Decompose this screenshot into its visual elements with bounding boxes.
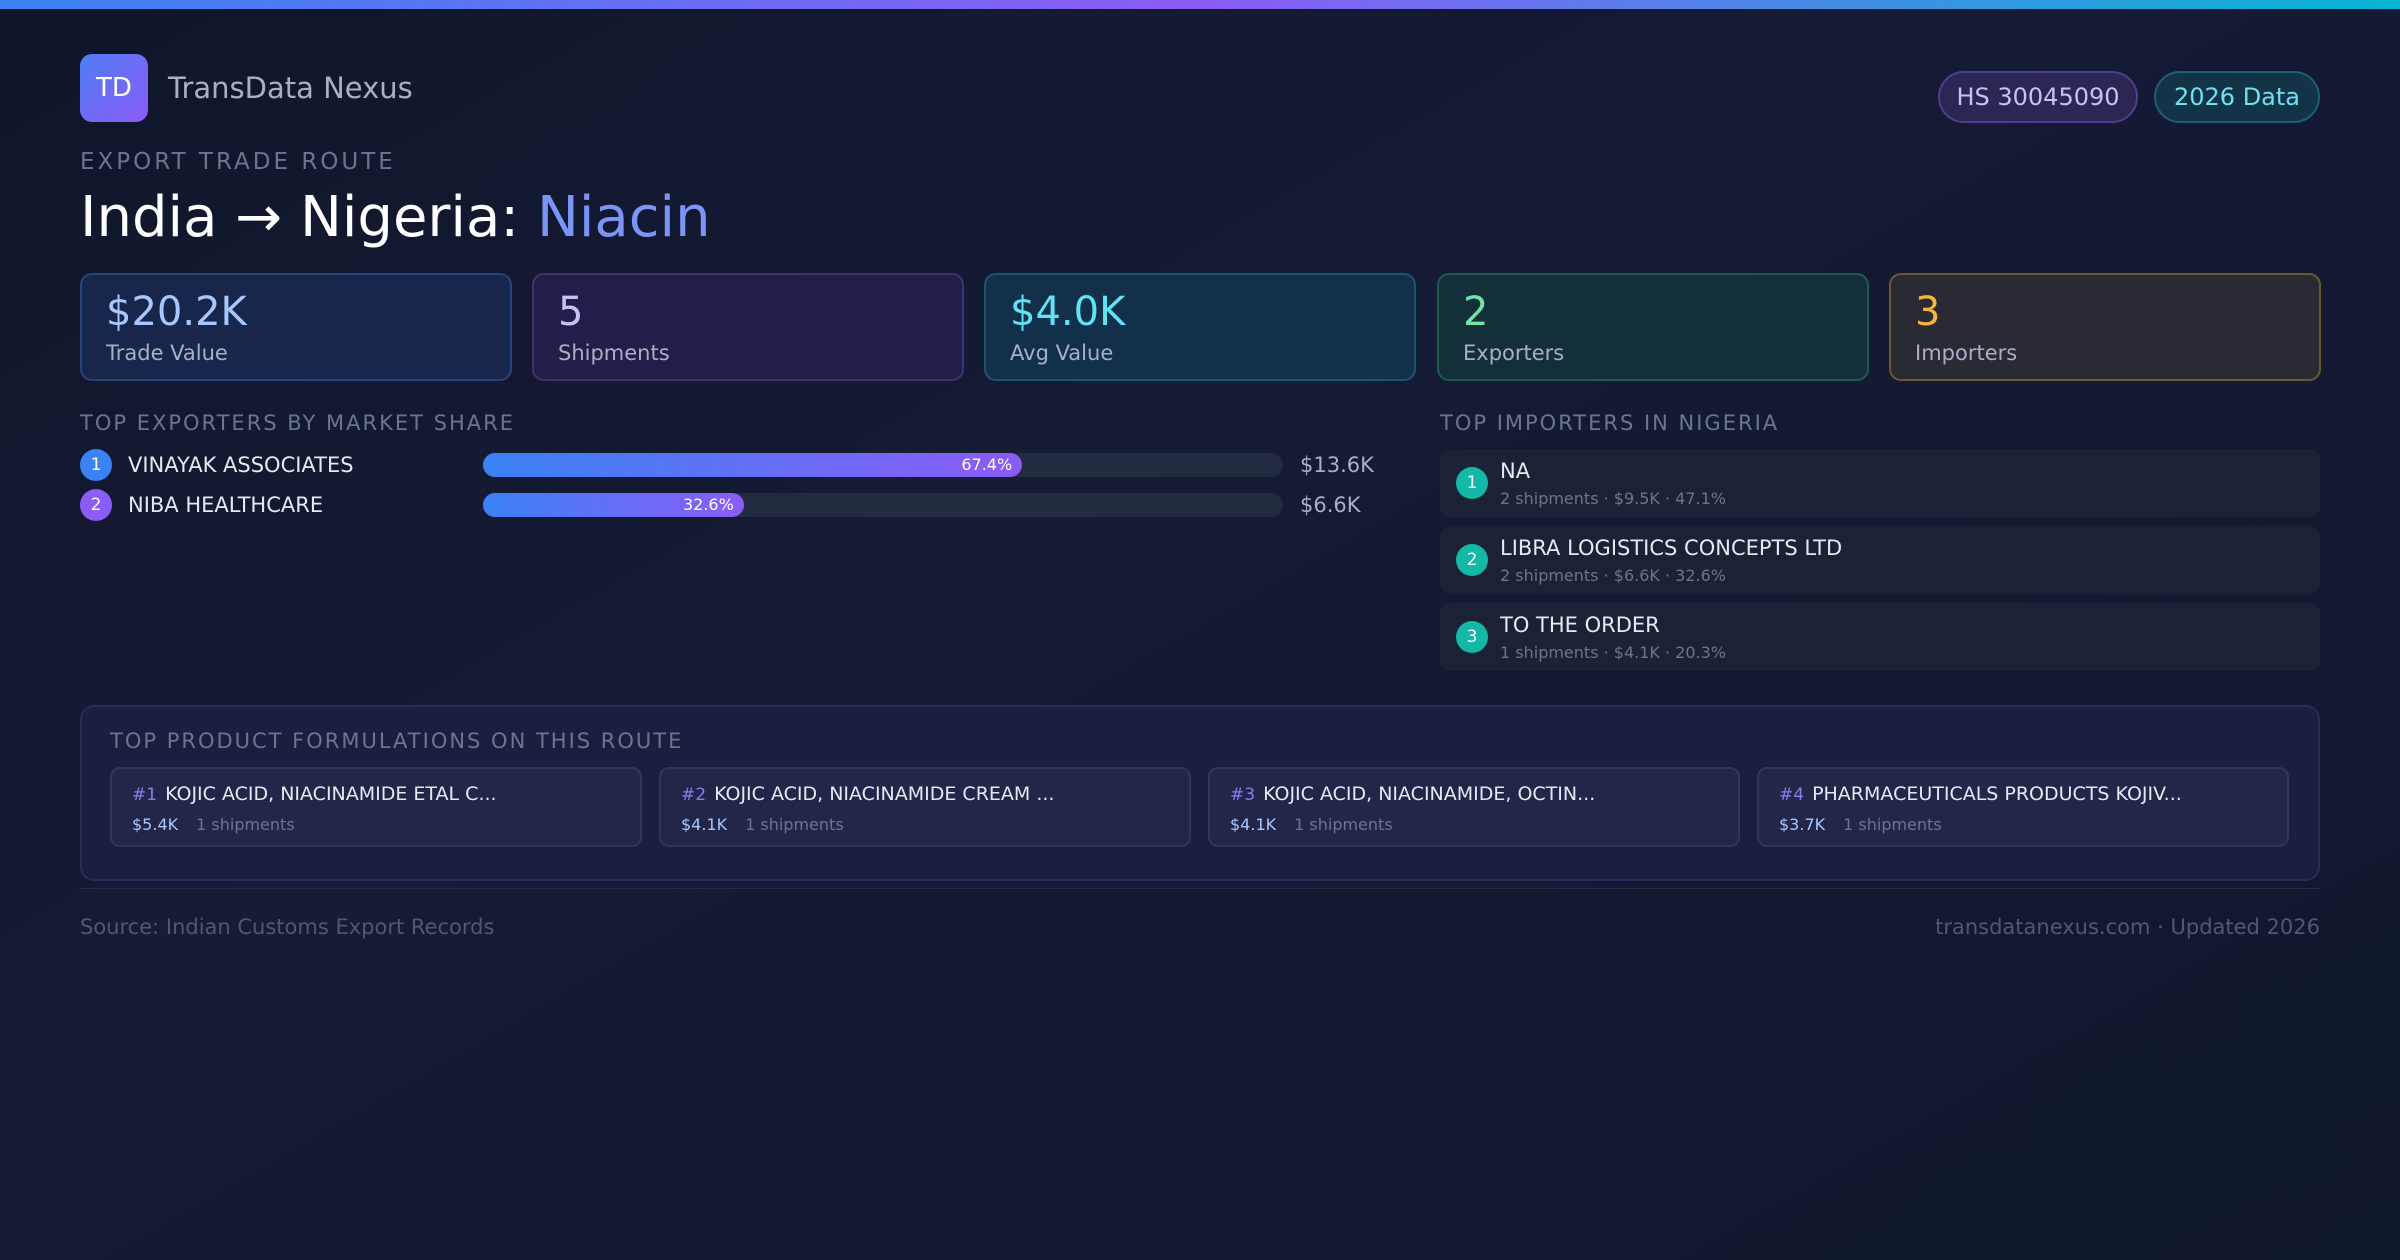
product-value: $4.1K: [681, 815, 728, 834]
logo[interactable]: TD: [80, 54, 148, 122]
product-rank: #2: [681, 785, 707, 805]
stat-card-avg-value: $4.0K Avg Value: [984, 273, 1416, 381]
product-name: KOJIC ACID, NIACINAMIDE, OCTIN...: [1263, 783, 1596, 805]
product-card[interactable]: #4 PHARMACEUTICALS PRODUCTS KOJIV... $3.7…: [1757, 767, 2289, 847]
share-bar-track: 32.6%: [483, 493, 1283, 517]
products-heading: TOP PRODUCT FORMULATIONS ON THIS ROUTE: [110, 729, 684, 753]
accent-top-bar: [0, 0, 2400, 9]
exporter-rank: 2: [80, 489, 112, 521]
exporter-name: VINAYAK ASSOCIATES: [128, 453, 354, 477]
product-name: KOJIC ACID, NIACINAMIDE ETAL C...: [165, 783, 497, 805]
product-card[interactable]: #3 KOJIC ACID, NIACINAMIDE, OCTIN... $4.1…: [1208, 767, 1740, 847]
share-bar-fill: 67.4%: [483, 453, 1023, 477]
stat-value: 5: [558, 289, 584, 335]
route-label: India → Nigeria:: [80, 185, 537, 250]
product-rank: #4: [1779, 785, 1805, 805]
header: TD TransData Nexus HS 30045090 2026 Data: [80, 54, 2320, 123]
footer-divider: [80, 888, 2320, 889]
stat-value: 2: [1463, 289, 1489, 335]
exporters-heading: TOP EXPORTERS BY MARKET SHARE: [80, 411, 516, 435]
product-shipments: 1 shipments: [1294, 815, 1393, 834]
product-rank: #3: [1230, 785, 1256, 805]
footer-source: Source: Indian Customs Export Records: [80, 915, 495, 939]
brand-name[interactable]: TransData Nexus: [168, 71, 413, 105]
exporter-value: $13.6K: [1300, 453, 1374, 477]
stat-label: Importers: [1915, 341, 2018, 365]
importer-card[interactable]: 1 NA 2 shipments · $9.5K · 47.1%: [1440, 449, 2320, 517]
stat-label: Exporters: [1463, 341, 1565, 365]
importer-rank: 2: [1456, 544, 1488, 576]
importer-rank: 1: [1456, 467, 1488, 499]
product-card[interactable]: #2 KOJIC ACID, NIACINAMIDE CREAM ... $4.1…: [659, 767, 1191, 847]
importer-name: TO THE ORDER: [1500, 613, 1660, 637]
importer-meta: 2 shipments · $6.6K · 32.6%: [1500, 566, 1726, 585]
importer-card[interactable]: 3 TO THE ORDER 1 shipments · $4.1K · 20.…: [1440, 603, 2320, 671]
product-formulations-panel: TOP PRODUCT FORMULATIONS ON THIS ROUTE #…: [80, 705, 2320, 881]
product-shipments: 1 shipments: [745, 815, 844, 834]
exporter-row[interactable]: 1 VINAYAK ASSOCIATES 67.4% $13.6K: [80, 449, 1450, 481]
hs-code-badge[interactable]: HS 30045090: [1938, 71, 2138, 123]
stat-value: $20.2K: [106, 289, 247, 335]
stat-label: Avg Value: [1010, 341, 1114, 365]
product-value: $5.4K: [132, 815, 179, 834]
page-eyebrow: EXPORT TRADE ROUTE: [80, 149, 396, 175]
share-percent: 67.4%: [961, 455, 1013, 474]
product-value: $3.7K: [1779, 815, 1826, 834]
product-rank: #1: [132, 785, 158, 805]
footer-site[interactable]: transdatanexus.com · Updated 2026: [1935, 915, 2320, 939]
stat-label: Shipments: [558, 341, 670, 365]
product-name: Niacin: [536, 185, 711, 250]
share-bar-fill: 32.6%: [483, 493, 744, 517]
importers-heading: TOP IMPORTERS IN NIGERIA: [1440, 411, 1780, 435]
product-value: $4.1K: [1230, 815, 1277, 834]
product-shipments: 1 shipments: [1843, 815, 1942, 834]
stat-label: Trade Value: [106, 341, 228, 365]
importer-meta: 1 shipments · $4.1K · 20.3%: [1500, 643, 1726, 662]
stat-card-exporters: 2 Exporters: [1437, 273, 1869, 381]
stat-value: 3: [1915, 289, 1941, 335]
importer-name: LIBRA LOGISTICS CONCEPTS LTD: [1500, 536, 1843, 560]
importer-name: NA: [1500, 459, 1531, 483]
product-shipments: 1 shipments: [196, 815, 295, 834]
exporter-row[interactable]: 2 NIBA HEALTHCARE 32.6% $6.6K: [80, 489, 1450, 521]
importer-card[interactable]: 2 LIBRA LOGISTICS CONCEPTS LTD 2 shipmen…: [1440, 526, 2320, 594]
stat-card-importers: 3 Importers: [1889, 273, 2321, 381]
exporter-rank: 1: [80, 449, 112, 481]
data-year-badge[interactable]: 2026 Data: [2154, 71, 2320, 123]
share-percent: 32.6%: [682, 495, 734, 514]
stat-card-trade-value: $20.2K Trade Value: [80, 273, 512, 381]
stat-value: $4.0K: [1010, 289, 1126, 335]
exporter-name: NIBA HEALTHCARE: [128, 493, 324, 517]
product-card[interactable]: #1 KOJIC ACID, NIACINAMIDE ETAL C... $5.4…: [110, 767, 642, 847]
exporter-value: $6.6K: [1300, 493, 1361, 517]
importer-rank: 3: [1456, 621, 1488, 653]
importer-meta: 2 shipments · $9.5K · 47.1%: [1500, 489, 1726, 508]
stat-card-shipments: 5 Shipments: [532, 273, 964, 381]
share-bar-track: 67.4%: [483, 453, 1283, 477]
product-name: KOJIC ACID, NIACINAMIDE CREAM ...: [714, 783, 1055, 805]
page-title: India → Nigeria: Niacin: [80, 185, 711, 250]
product-name: PHARMACEUTICALS PRODUCTS KOJIV...: [1812, 783, 2182, 805]
